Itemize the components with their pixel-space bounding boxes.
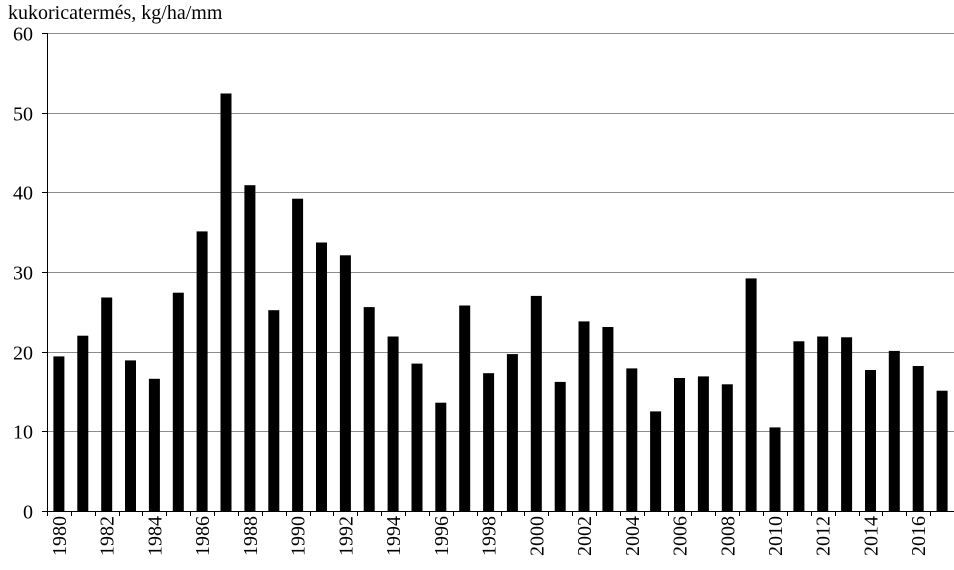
bar-1999 bbox=[506, 354, 518, 511]
bar-1985 bbox=[172, 292, 184, 511]
y-axis-title: kukoricatermés, kg/ha/mm bbox=[8, 2, 223, 24]
bar-2017 bbox=[936, 390, 948, 511]
x-tick-label-1994: 1994 bbox=[383, 516, 405, 556]
x-tick-label-1996: 1996 bbox=[431, 516, 453, 556]
bar-2016 bbox=[912, 366, 924, 511]
x-tick-label-1998: 1998 bbox=[479, 516, 501, 556]
x-tick-label-2008: 2008 bbox=[717, 516, 739, 556]
bar-2008 bbox=[721, 384, 733, 511]
bar-1986 bbox=[196, 231, 208, 511]
axes bbox=[42, 33, 954, 516]
bar-1998 bbox=[483, 373, 495, 511]
bar-2013 bbox=[841, 337, 853, 511]
bar-2001 bbox=[554, 381, 566, 511]
bar-1982 bbox=[101, 297, 113, 511]
y-tick-labels: 0 10 20 30 40 50 60 bbox=[13, 24, 33, 524]
bar-2004 bbox=[626, 368, 638, 511]
x-tick-label-2016: 2016 bbox=[908, 516, 930, 556]
bar-1983 bbox=[125, 360, 136, 511]
bar-1987 bbox=[220, 93, 232, 511]
bars bbox=[53, 93, 948, 511]
x-tick-label-1988: 1988 bbox=[240, 516, 262, 556]
y-tick-label: 30 bbox=[13, 263, 33, 285]
bar-2000 bbox=[530, 295, 542, 511]
y-tick-label: 20 bbox=[13, 343, 33, 365]
bar-1990 bbox=[292, 198, 304, 511]
bar-1981 bbox=[77, 335, 89, 511]
bar-1989 bbox=[268, 310, 280, 511]
bar-1984 bbox=[148, 378, 160, 511]
x-tick-label-2006: 2006 bbox=[670, 516, 692, 556]
x-tick-label-1980: 1980 bbox=[49, 516, 71, 556]
bar-1997 bbox=[459, 305, 471, 511]
y-tick-label: 40 bbox=[13, 183, 33, 205]
x-tick-label-2010: 2010 bbox=[765, 516, 787, 556]
y-tick-label: 60 bbox=[13, 24, 33, 46]
bar-2005 bbox=[650, 411, 662, 511]
x-tick-label-1990: 1990 bbox=[288, 516, 310, 556]
bar-2011 bbox=[793, 341, 805, 511]
x-tick-label-1984: 1984 bbox=[144, 516, 166, 556]
bar-2003 bbox=[602, 327, 614, 511]
bar-1991 bbox=[316, 242, 327, 511]
y-tick-label: 10 bbox=[13, 422, 33, 444]
x-tick-label-2014: 2014 bbox=[860, 516, 882, 556]
bar-2012 bbox=[817, 336, 829, 511]
x-tick-label-1982: 1982 bbox=[97, 516, 119, 556]
y-tick-label: 50 bbox=[13, 104, 33, 126]
bar-1994 bbox=[387, 336, 399, 511]
bar-1988 bbox=[244, 185, 256, 511]
bar-2009 bbox=[745, 278, 757, 511]
bar-2010 bbox=[769, 427, 781, 511]
x-tick-label-2004: 2004 bbox=[622, 516, 644, 556]
x-tick-label-2012: 2012 bbox=[813, 516, 835, 556]
x-tick-label-2000: 2000 bbox=[526, 516, 548, 556]
bar-2015 bbox=[888, 350, 900, 511]
bar-1996 bbox=[435, 402, 447, 511]
bar-2002 bbox=[578, 321, 590, 511]
bar-1992 bbox=[339, 255, 351, 511]
bar-2007 bbox=[697, 376, 709, 511]
bar-1993 bbox=[363, 307, 375, 511]
y-tick-label: 0 bbox=[23, 502, 33, 524]
bar-2014 bbox=[865, 370, 876, 511]
bar-1995 bbox=[411, 363, 423, 511]
bar-2006 bbox=[674, 378, 685, 511]
bar-1980 bbox=[53, 356, 65, 511]
x-tick-labels: 1980 1982 1984 1986 1988 1990 1992 1994 1996 1998… bbox=[49, 516, 930, 556]
x-tick-label-2002: 2002 bbox=[574, 516, 596, 556]
x-tick-label-1986: 1986 bbox=[192, 516, 214, 556]
x-tick-label-1992: 1992 bbox=[335, 516, 357, 556]
